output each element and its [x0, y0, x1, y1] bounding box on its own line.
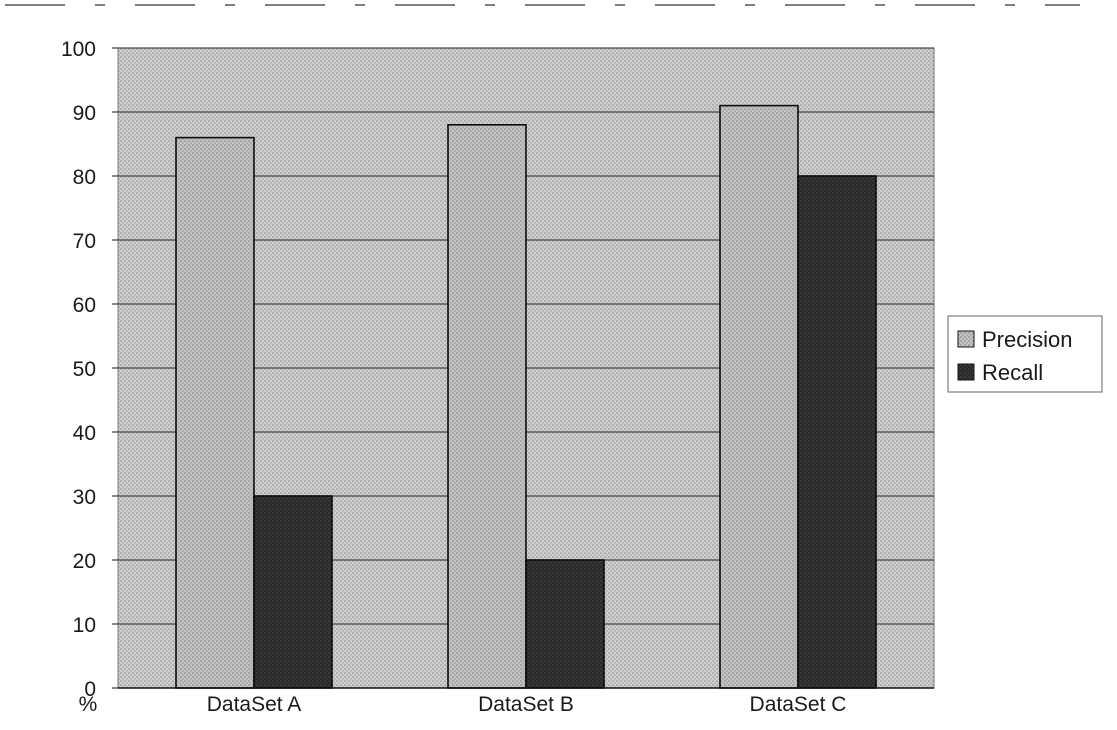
y-axis-ticks: 0 10 20 30 40 50 60 70 80 90 100	[61, 38, 118, 701]
x-category-label: DataSet A	[207, 693, 302, 716]
bar-recall	[525, 559, 605, 689]
bar-precision	[447, 124, 527, 689]
y-tick-label: 0	[84, 678, 96, 701]
x-category-label: DataSet C	[750, 693, 847, 716]
bars	[175, 104, 877, 689]
y-tick-label: 100	[61, 38, 96, 61]
y-axis-unit-label: %	[79, 693, 98, 716]
y-tick-label: 30	[73, 486, 96, 509]
y-tick-label: 90	[73, 102, 96, 125]
legend-swatch-recall	[957, 363, 975, 381]
y-tick-label: 60	[73, 294, 96, 317]
bar-recall	[253, 495, 333, 689]
y-tick-label: 40	[73, 422, 96, 445]
y-tick-label: 70	[73, 230, 96, 253]
x-axis-labels: DataSet A DataSet B DataSet C	[207, 693, 847, 716]
x-category-label: DataSet B	[478, 693, 574, 716]
legend-label-recall: Recall	[982, 360, 1043, 385]
legend-swatch-precision	[957, 330, 975, 348]
y-tick-label: 20	[73, 550, 96, 573]
y-tick-label: 50	[73, 358, 96, 381]
bar-precision	[175, 136, 255, 689]
bar-recall	[797, 175, 877, 689]
y-tick-label: 10	[73, 614, 96, 637]
bar-precision	[719, 104, 799, 689]
legend-label-precision: Precision	[982, 327, 1072, 352]
legend: Precision Recall	[947, 315, 1103, 393]
y-tick-label: 80	[73, 166, 96, 189]
